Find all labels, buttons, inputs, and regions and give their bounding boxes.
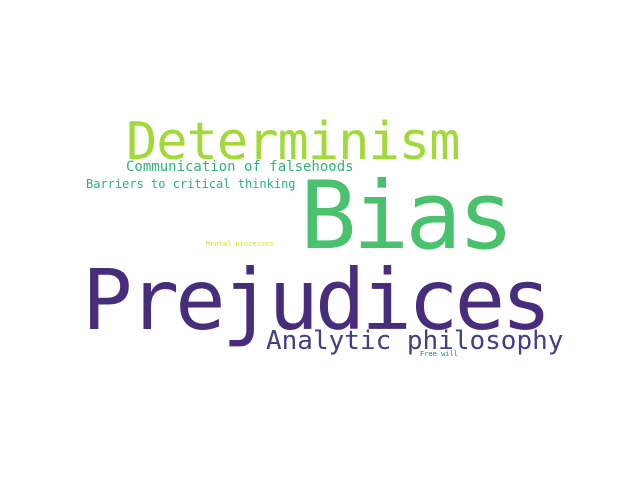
- word-communication-of-falsehoods: Communication of falsehoods: [126, 159, 354, 175]
- word-determinism: Determinism: [126, 112, 460, 172]
- word-free-will: Free will: [420, 350, 458, 358]
- word-prejudices: Prejudices: [82, 251, 552, 349]
- word-mental-processes: Mental processes: [206, 240, 274, 248]
- word-analytic-philosophy: Analytic philosophy: [266, 326, 564, 356]
- word-bias: Bias: [300, 162, 514, 271]
- word-barriers-to-critical-thinking: Barriers to critical thinking: [86, 177, 296, 191]
